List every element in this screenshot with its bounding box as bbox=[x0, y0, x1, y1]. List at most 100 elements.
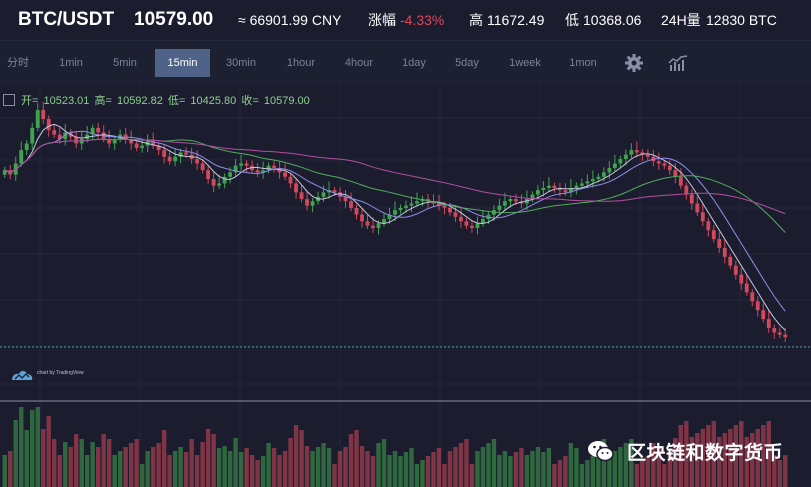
candle-body bbox=[497, 205, 502, 211]
candle-body bbox=[371, 225, 375, 228]
tradingview-credit[interactable]: chart by TradingView bbox=[37, 370, 84, 376]
volume-bar bbox=[156, 443, 161, 487]
volume-bar bbox=[249, 455, 255, 487]
ma-line-ma5 bbox=[4, 123, 786, 331]
low-value-ohlc: 10425.80 bbox=[190, 95, 237, 107]
candle-body bbox=[629, 150, 634, 155]
volume-bar bbox=[106, 439, 112, 487]
candle-body bbox=[750, 292, 755, 302]
tab-1week[interactable]: 1week bbox=[509, 57, 541, 69]
candle-body bbox=[184, 152, 189, 155]
volume-bar bbox=[343, 447, 348, 487]
ohlc-legend: 开= 10523.01 高= 10592.82 低= 10425.80 收= 1… bbox=[0, 92, 312, 110]
volume-bar bbox=[656, 448, 662, 487]
volume-bar bbox=[370, 456, 376, 487]
volume-bar bbox=[458, 443, 464, 487]
volume-bar bbox=[436, 448, 442, 487]
candle-body bbox=[398, 207, 403, 211]
candle-body bbox=[288, 176, 293, 184]
volume-bar bbox=[398, 456, 403, 487]
candle-body bbox=[728, 256, 733, 266]
candle-body bbox=[700, 212, 705, 222]
pair-title[interactable]: BTC/USDT bbox=[18, 9, 115, 30]
candle-body bbox=[535, 190, 540, 195]
volume-bar bbox=[777, 460, 782, 487]
candle-body bbox=[382, 219, 386, 224]
volume-bar bbox=[755, 429, 760, 487]
candle-body bbox=[162, 150, 167, 157]
candle-body bbox=[310, 201, 315, 206]
candle-body bbox=[574, 185, 579, 188]
gear-icon[interactable] bbox=[624, 53, 644, 73]
candle-body bbox=[409, 203, 414, 206]
volume-bar bbox=[332, 464, 337, 487]
candle-body bbox=[640, 152, 645, 155]
candle-body bbox=[19, 150, 24, 164]
tab-5day[interactable]: 5day bbox=[455, 57, 479, 69]
volume-bar bbox=[678, 425, 684, 487]
candle-body bbox=[585, 181, 590, 184]
candle-body bbox=[568, 187, 573, 193]
candle-body bbox=[448, 207, 452, 213]
volume-bar bbox=[502, 451, 508, 487]
volume-bar bbox=[596, 452, 601, 487]
volume-bar bbox=[497, 455, 502, 487]
candle-body bbox=[453, 212, 458, 217]
volume-bar bbox=[260, 456, 266, 487]
candle-body bbox=[618, 159, 623, 164]
volume-bar bbox=[392, 451, 398, 487]
tab-1hour[interactable]: 1hour bbox=[286, 57, 316, 69]
candle-body bbox=[546, 185, 551, 188]
volume-bar bbox=[255, 460, 260, 487]
tab-1day[interactable]: 1day bbox=[402, 57, 426, 69]
volume-bar bbox=[431, 452, 436, 487]
candle-body bbox=[376, 223, 381, 228]
volume-bar bbox=[409, 448, 414, 487]
volume-bar bbox=[134, 439, 139, 487]
volume-bar bbox=[101, 434, 106, 487]
candle-body bbox=[722, 247, 727, 257]
candle-body bbox=[464, 221, 469, 226]
tab-1min[interactable]: 1min bbox=[59, 57, 83, 69]
candle-body bbox=[607, 167, 612, 173]
volume-bar bbox=[783, 455, 788, 487]
chart-indicator-icon[interactable] bbox=[668, 53, 688, 73]
volume-bar bbox=[607, 455, 612, 487]
tab-30min[interactable]: 30min bbox=[226, 57, 256, 69]
expand-icon[interactable] bbox=[3, 94, 15, 107]
candle-body bbox=[772, 327, 777, 333]
high-label-ohlc: 高= bbox=[94, 95, 112, 107]
candle-body bbox=[206, 170, 211, 180]
cny-price: ≈ 66901.99 CNY bbox=[238, 12, 342, 28]
candle-body bbox=[261, 170, 266, 173]
candle-body bbox=[305, 199, 309, 206]
tab-4hour[interactable]: 4hour bbox=[344, 57, 374, 69]
candle-body bbox=[689, 194, 694, 204]
volume-bar bbox=[673, 438, 678, 487]
candlestick-chart[interactable] bbox=[0, 84, 811, 487]
volume-bar bbox=[739, 421, 744, 487]
candle-body bbox=[623, 154, 628, 160]
tab-1mon[interactable]: 1mon bbox=[569, 57, 597, 69]
volume-bar bbox=[524, 455, 530, 487]
candle-body bbox=[365, 221, 370, 226]
candle-body bbox=[156, 145, 161, 151]
volume-bar bbox=[238, 452, 244, 487]
tradingview-logo-icon[interactable] bbox=[10, 368, 34, 384]
volume-bar bbox=[772, 455, 777, 487]
volume-bar bbox=[585, 460, 590, 487]
candle-body bbox=[90, 127, 95, 135]
high-value-ohlc: 10592.82 bbox=[116, 95, 163, 107]
candle-body bbox=[475, 223, 480, 228]
candle-body bbox=[173, 156, 178, 162]
volume-bar bbox=[354, 430, 359, 487]
candle-body bbox=[678, 176, 683, 186]
tab-15min[interactable]: 15min bbox=[155, 49, 210, 77]
candle-body bbox=[590, 179, 595, 182]
volume-bar bbox=[24, 430, 29, 487]
candle-body bbox=[783, 334, 788, 338]
tab-time-sharing[interactable]: 分时 bbox=[7, 57, 29, 69]
volume-bar bbox=[139, 464, 145, 487]
tab-5min[interactable]: 5min bbox=[113, 57, 137, 69]
volume-bar bbox=[447, 451, 453, 487]
